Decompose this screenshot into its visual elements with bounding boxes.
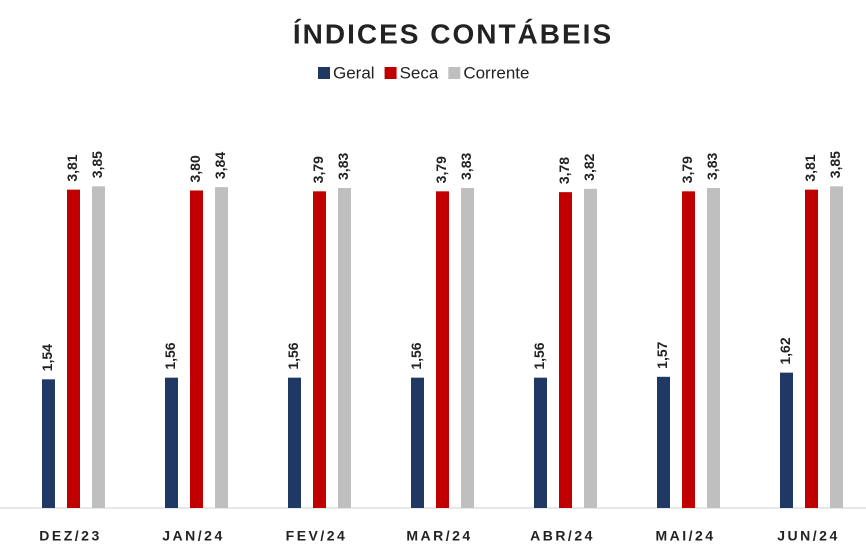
value-label: 3,85 [89,151,105,178]
value-label: 1,54 [39,344,55,371]
x-tick-label: MAR/24 [406,528,472,544]
bar [534,377,547,508]
bar [190,190,203,508]
bar [657,376,670,508]
bar [584,188,597,508]
bar [461,187,474,508]
value-label: 3,83 [704,153,720,180]
value-label: 1,56 [162,342,178,369]
bar [42,379,55,508]
legend-label: Geral [333,63,375,82]
bar [165,377,178,508]
x-tick-label: FEV/24 [286,528,348,544]
value-label: 3,79 [433,156,449,183]
legend-label: Corrente [463,63,529,82]
bar [215,187,228,508]
bar [780,372,793,508]
value-label: 3,79 [679,156,695,183]
value-label: 3,80 [187,155,203,182]
value-label: 3,82 [581,153,597,180]
bar [288,377,301,508]
x-tick-label: ABR/24 [530,528,595,544]
value-label: 3,83 [335,153,351,180]
legend-label: Seca [400,63,439,82]
bar [67,189,80,509]
value-label: 3,81 [64,154,80,181]
value-label: 1,57 [654,341,670,368]
value-label: 1,56 [285,342,301,369]
bar [707,187,720,508]
bar [411,377,424,508]
bar [559,192,572,508]
value-label: 1,56 [531,342,547,369]
x-tick-label: DEZ/23 [39,528,101,544]
value-label: 3,81 [802,154,818,181]
value-label: 1,62 [777,337,793,364]
x-tick-label: JUN/24 [777,528,839,544]
x-tick-label: MAI/24 [655,528,715,544]
bar [830,186,843,509]
legend-swatch [384,67,397,79]
value-label: 3,83 [458,153,474,180]
value-label: 3,85 [827,151,843,178]
legend-swatch [448,67,461,79]
legend-swatch [318,67,330,79]
bar [682,191,695,508]
value-label: 3,84 [212,152,228,179]
value-label: 1,56 [408,342,424,369]
value-label: 3,78 [556,157,572,184]
x-tick-label: JAN/24 [162,528,224,544]
value-label: 3,79 [310,156,326,183]
bar [805,189,818,509]
bar [313,191,326,508]
bar [338,187,351,508]
chart-title: ÍNDICES CONTÁBEIS [293,18,613,49]
bar [436,191,449,508]
bar [92,186,105,509]
